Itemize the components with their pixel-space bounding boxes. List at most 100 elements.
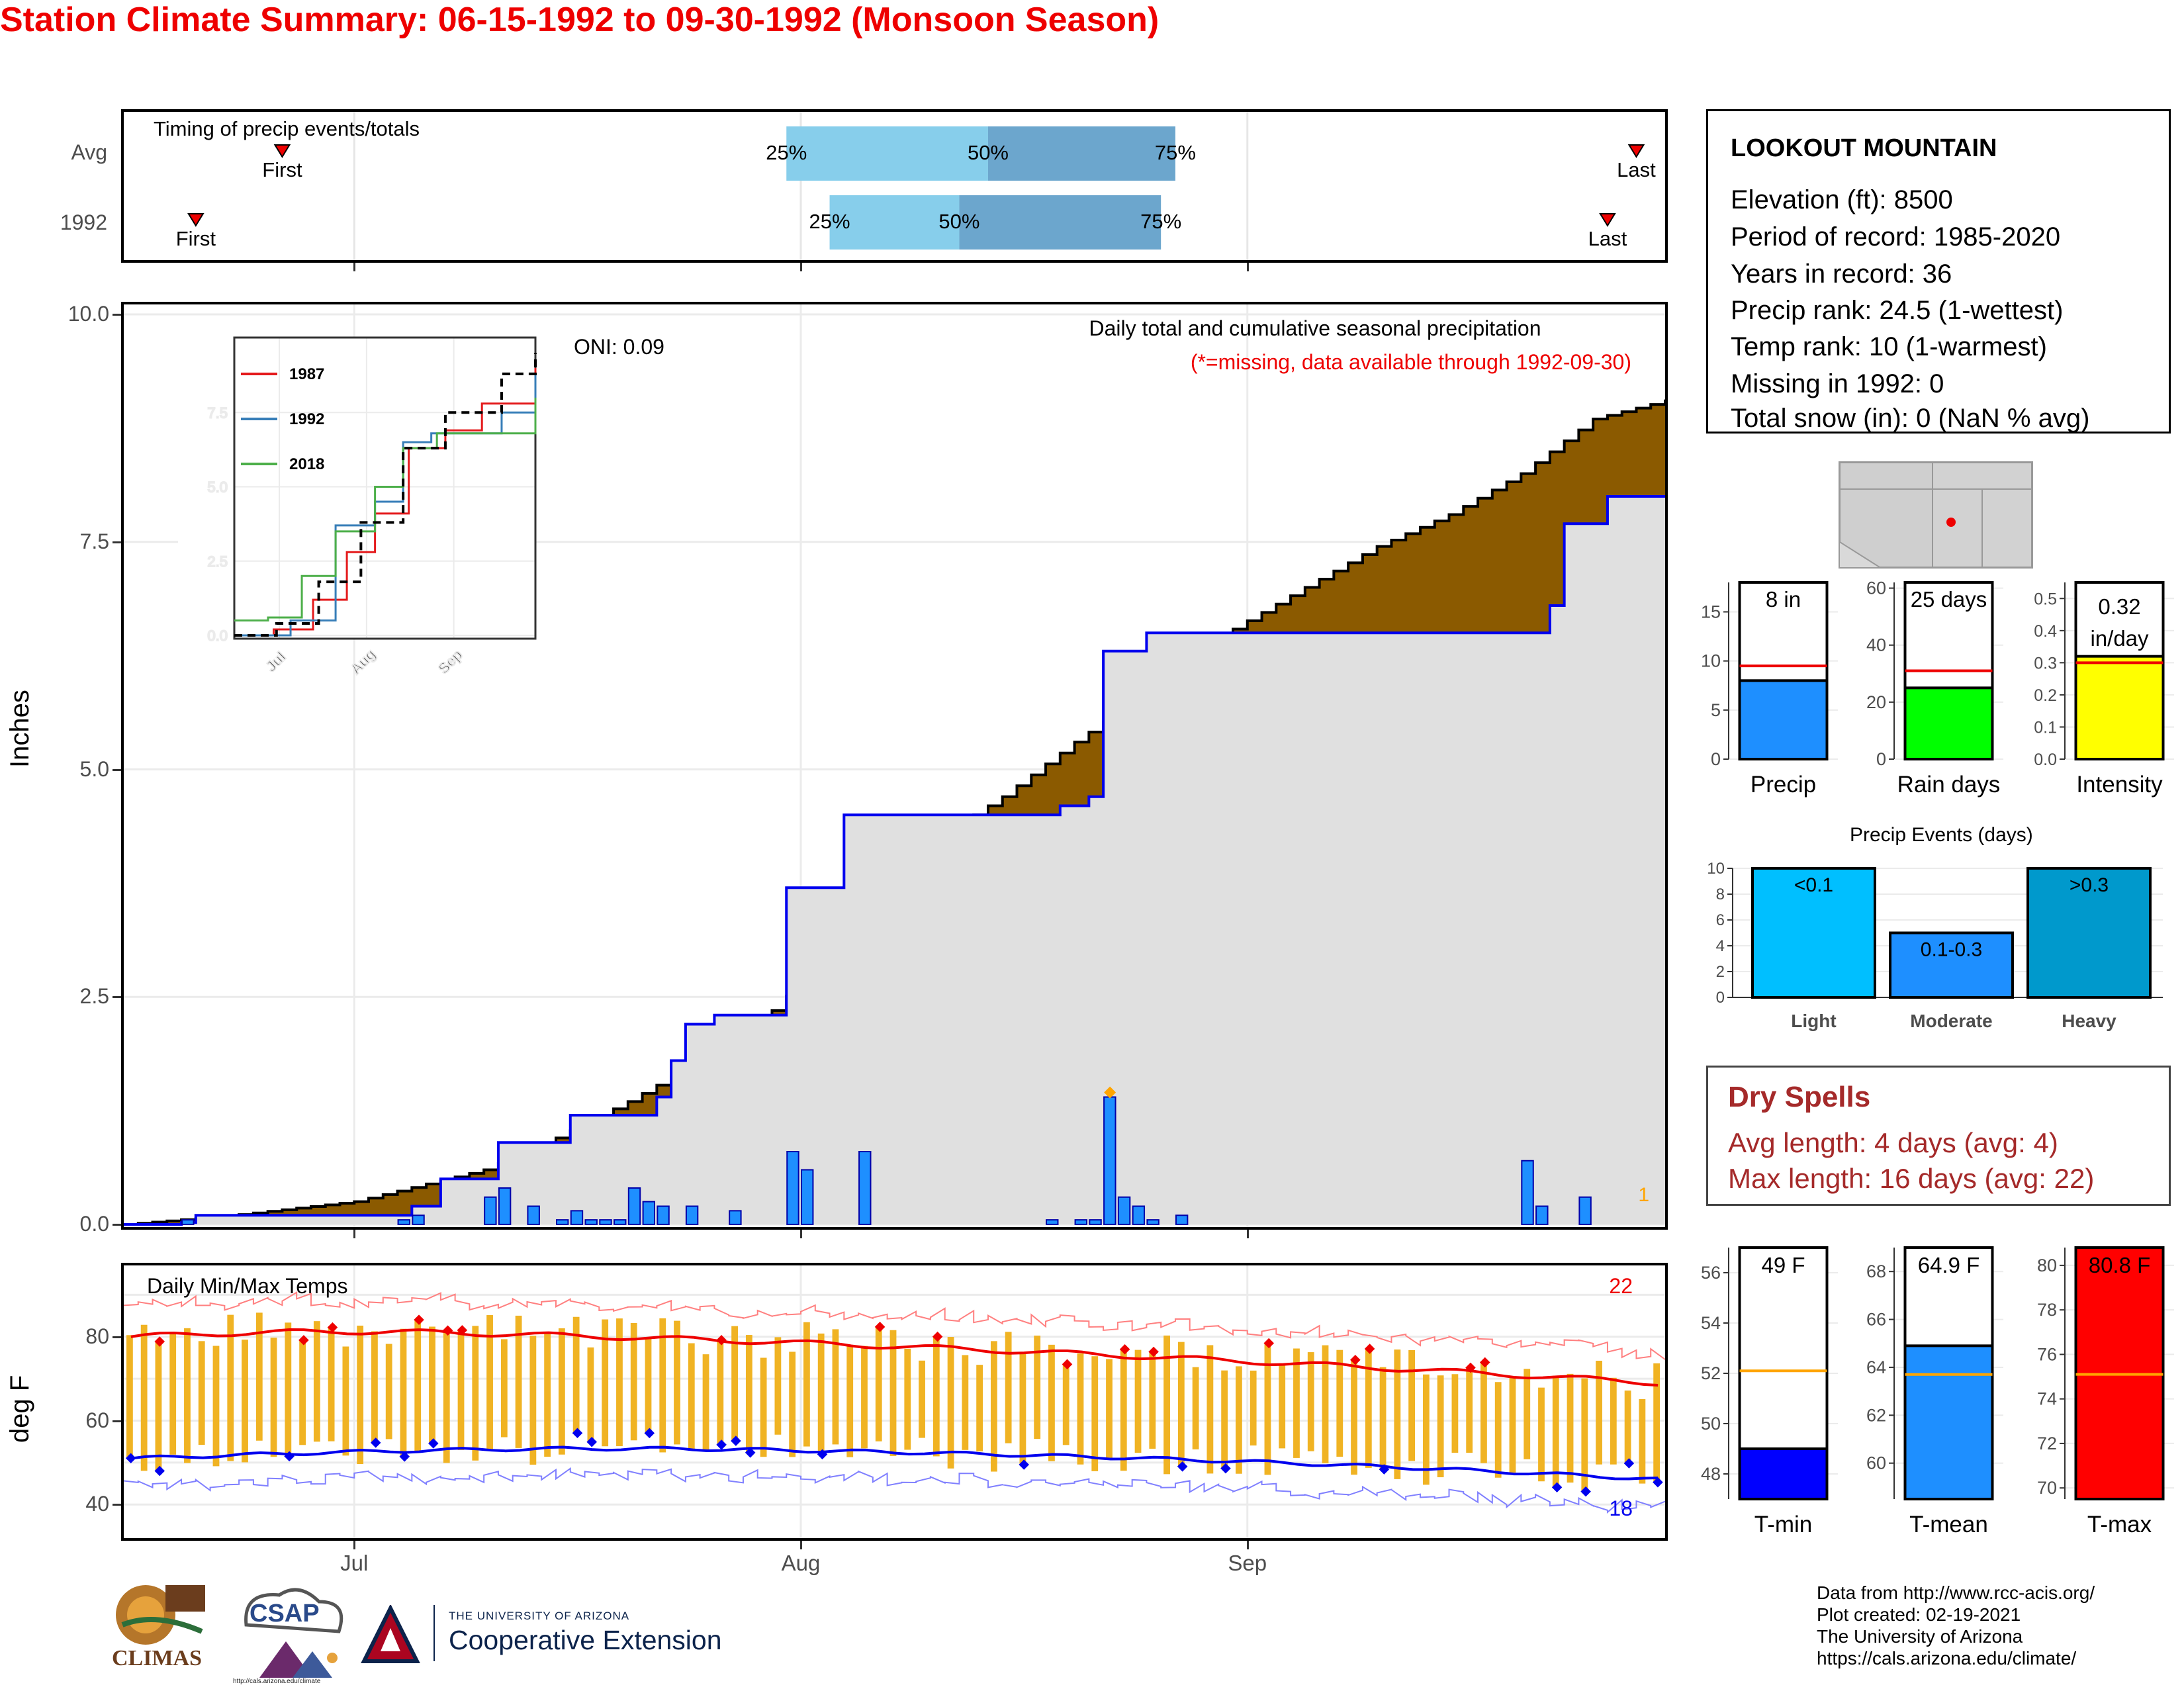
daily-precip-bar <box>412 1214 425 1225</box>
daily-temp-range-bar <box>803 1322 810 1447</box>
tmin-summary-chart: 56 54 52 50 48 49 F T-min <box>1701 1246 1838 1537</box>
record-high-marker <box>1263 1338 1275 1349</box>
daily-temp-range-bar <box>1192 1367 1199 1449</box>
dry-spells-box: Dry Spells Avg length: 4 days (avg: 4) M… <box>1706 1066 2171 1206</box>
daily-temp-range-bar <box>717 1340 724 1445</box>
missing-note: (*=missing, data available through 1992-… <box>1191 350 1631 374</box>
daily-temp-range-bar <box>255 1312 263 1441</box>
daily-temp-range-bar <box>371 1331 378 1443</box>
events-tick-label: 4 <box>1716 937 1725 955</box>
precip-summary-axis-label: Precip <box>1751 772 1816 798</box>
timing-bar-50-75 <box>959 195 1161 250</box>
tmin-summary-svg: 56 54 52 50 48 49 F T-min <box>1701 1246 1838 1537</box>
daily-precip-bar <box>627 1187 641 1225</box>
temp-xtick <box>800 1541 803 1549</box>
rain-days-summary-tick-label: 0 <box>1876 749 1886 769</box>
daily-temp-range-bar <box>126 1335 133 1459</box>
tmax-summary-chart: 80 78 76 74 72 70 80.8 F T-max <box>2037 1246 2174 1537</box>
tmin-summary-tick-label: 52 <box>1701 1363 1721 1383</box>
daily-temp-range-bar <box>414 1320 422 1452</box>
daily-temp-range-bar <box>140 1324 148 1471</box>
daily-precip-bar <box>1089 1219 1102 1225</box>
events-bar <box>2026 867 2152 999</box>
precip-panel: Daily total and cumulative seasonal prec… <box>121 302 1668 1230</box>
timing-p75-label: 75% <box>1155 141 1196 164</box>
tmin-summary-bar <box>1738 1447 1829 1500</box>
station-name: LOOKOUT MOUNTAIN <box>1731 134 1997 162</box>
daily-temp-range-bar <box>688 1343 695 1449</box>
station-precip-rank: Precip rank: 24.5 (1-wettest) <box>1731 296 2064 325</box>
intensity-summary-bar <box>2074 655 2165 761</box>
timing-xtick <box>800 263 803 271</box>
tmin-summary-axis-label: T-min <box>1754 1512 1813 1537</box>
rain-days-summary-bar <box>1903 686 1994 761</box>
daily-temp-range-bar <box>1307 1352 1314 1451</box>
temp-ytick <box>113 1420 121 1422</box>
daily-temp-range-bar <box>659 1318 666 1453</box>
temp-panel: Daily Min/Max Temps 22 18 <box>121 1263 1668 1541</box>
precip-ytick-label: 5.0 <box>79 756 109 781</box>
precip-ytick-label: 0.0 <box>79 1212 109 1236</box>
tmax-summary-axis-label: T-max <box>2087 1512 2152 1537</box>
intensity-summary-axis-label: Intensity <box>2076 772 2163 798</box>
tmax-summary-value-label: 80.8 F <box>2089 1253 2151 1277</box>
daily-precip-bar <box>1175 1214 1189 1225</box>
daily-temp-range-bar <box>400 1328 407 1457</box>
max-records: 22 <box>1609 1274 1633 1298</box>
daily-temp-range-bar <box>184 1328 191 1463</box>
daily-precip-bar <box>642 1201 656 1225</box>
inset-series-line <box>234 353 537 637</box>
events-bar <box>1751 867 1876 999</box>
station-temp-rank: Temp rank: 10 (1-warmest) <box>1731 332 2047 361</box>
events-category-label: Light <box>1791 1011 1836 1031</box>
daily-precip-bar <box>1521 1160 1534 1225</box>
daily-precip-bar <box>1046 1219 1059 1225</box>
record-max-line <box>124 1291 1665 1360</box>
daily-precip-bar <box>1535 1205 1549 1225</box>
timing-row-1992-label: 1992 <box>60 210 107 234</box>
intensity-summary-svg: 0.5 0.4 0.3 0.2 0.1 0.0 0.32 in/day Intensity <box>2034 581 2174 798</box>
daily-precip-bar <box>584 1219 598 1225</box>
precip-summary-tick-label: 10 <box>1701 651 1721 671</box>
daily-temp-range-bar <box>169 1332 177 1455</box>
last-event-label: Last <box>1588 227 1627 250</box>
last-event-label: Last <box>1617 158 1656 181</box>
temp-xtick <box>1246 1541 1249 1549</box>
temp-ytick-label: 80 <box>85 1324 109 1348</box>
precip-ytick <box>113 768 121 771</box>
daily-temp-range-bar <box>731 1326 738 1441</box>
precip-xtick <box>800 1230 803 1238</box>
daily-temp-range-bar <box>299 1340 306 1445</box>
footer-line: Plot created: 02-19-2021 <box>1817 1604 2021 1625</box>
daily-temp-range-bar <box>745 1335 752 1453</box>
first-event-label: First <box>176 227 216 250</box>
cumulative-1992-line <box>124 495 1665 1226</box>
missing-count: 1 <box>1638 1184 1649 1206</box>
tmin-summary-value-label: 49 F <box>1761 1253 1805 1277</box>
precip-ytick <box>113 314 121 316</box>
tmin-summary-tick-label: 56 <box>1701 1263 1721 1283</box>
timing-label: Timing of precip events/totals <box>154 117 420 140</box>
csap-logo: CSAP http://cals.arizona.edu/climate <box>233 1585 349 1688</box>
station-snow: Total snow (in): 0 (NaN % avg) <box>1731 404 2090 433</box>
csap-logo-text: CSAP <box>250 1600 320 1627</box>
daily-temp-range-bar <box>1048 1344 1055 1461</box>
daily-temp-range-bar <box>429 1326 435 1443</box>
record-low-marker <box>745 1447 756 1458</box>
daily-temp-range-bar <box>919 1360 925 1438</box>
daily-precip-bar <box>1103 1096 1116 1225</box>
daily-temp-range-bar <box>1221 1370 1228 1469</box>
last-event-marker <box>1627 144 1645 158</box>
temp-label: Daily Min/Max Temps <box>147 1274 347 1298</box>
temp-xtick <box>353 1541 356 1549</box>
footer-line: https://cals.arizona.edu/climate/ <box>1817 1648 2077 1668</box>
precip-ylabel: Inches <box>5 690 34 768</box>
ua-line2: Cooperative Extension <box>449 1625 722 1655</box>
daily-temp-range-bar <box>616 1318 623 1447</box>
events-bar-tag: >0.3 <box>2070 874 2109 896</box>
precip-ytick-label: 2.5 <box>79 984 109 1009</box>
daily-temp-range-bar <box>1639 1398 1646 1484</box>
daily-temp-range-bar <box>889 1330 897 1456</box>
daily-temp-range-bar <box>1379 1367 1387 1470</box>
locator-map <box>1839 461 2033 569</box>
